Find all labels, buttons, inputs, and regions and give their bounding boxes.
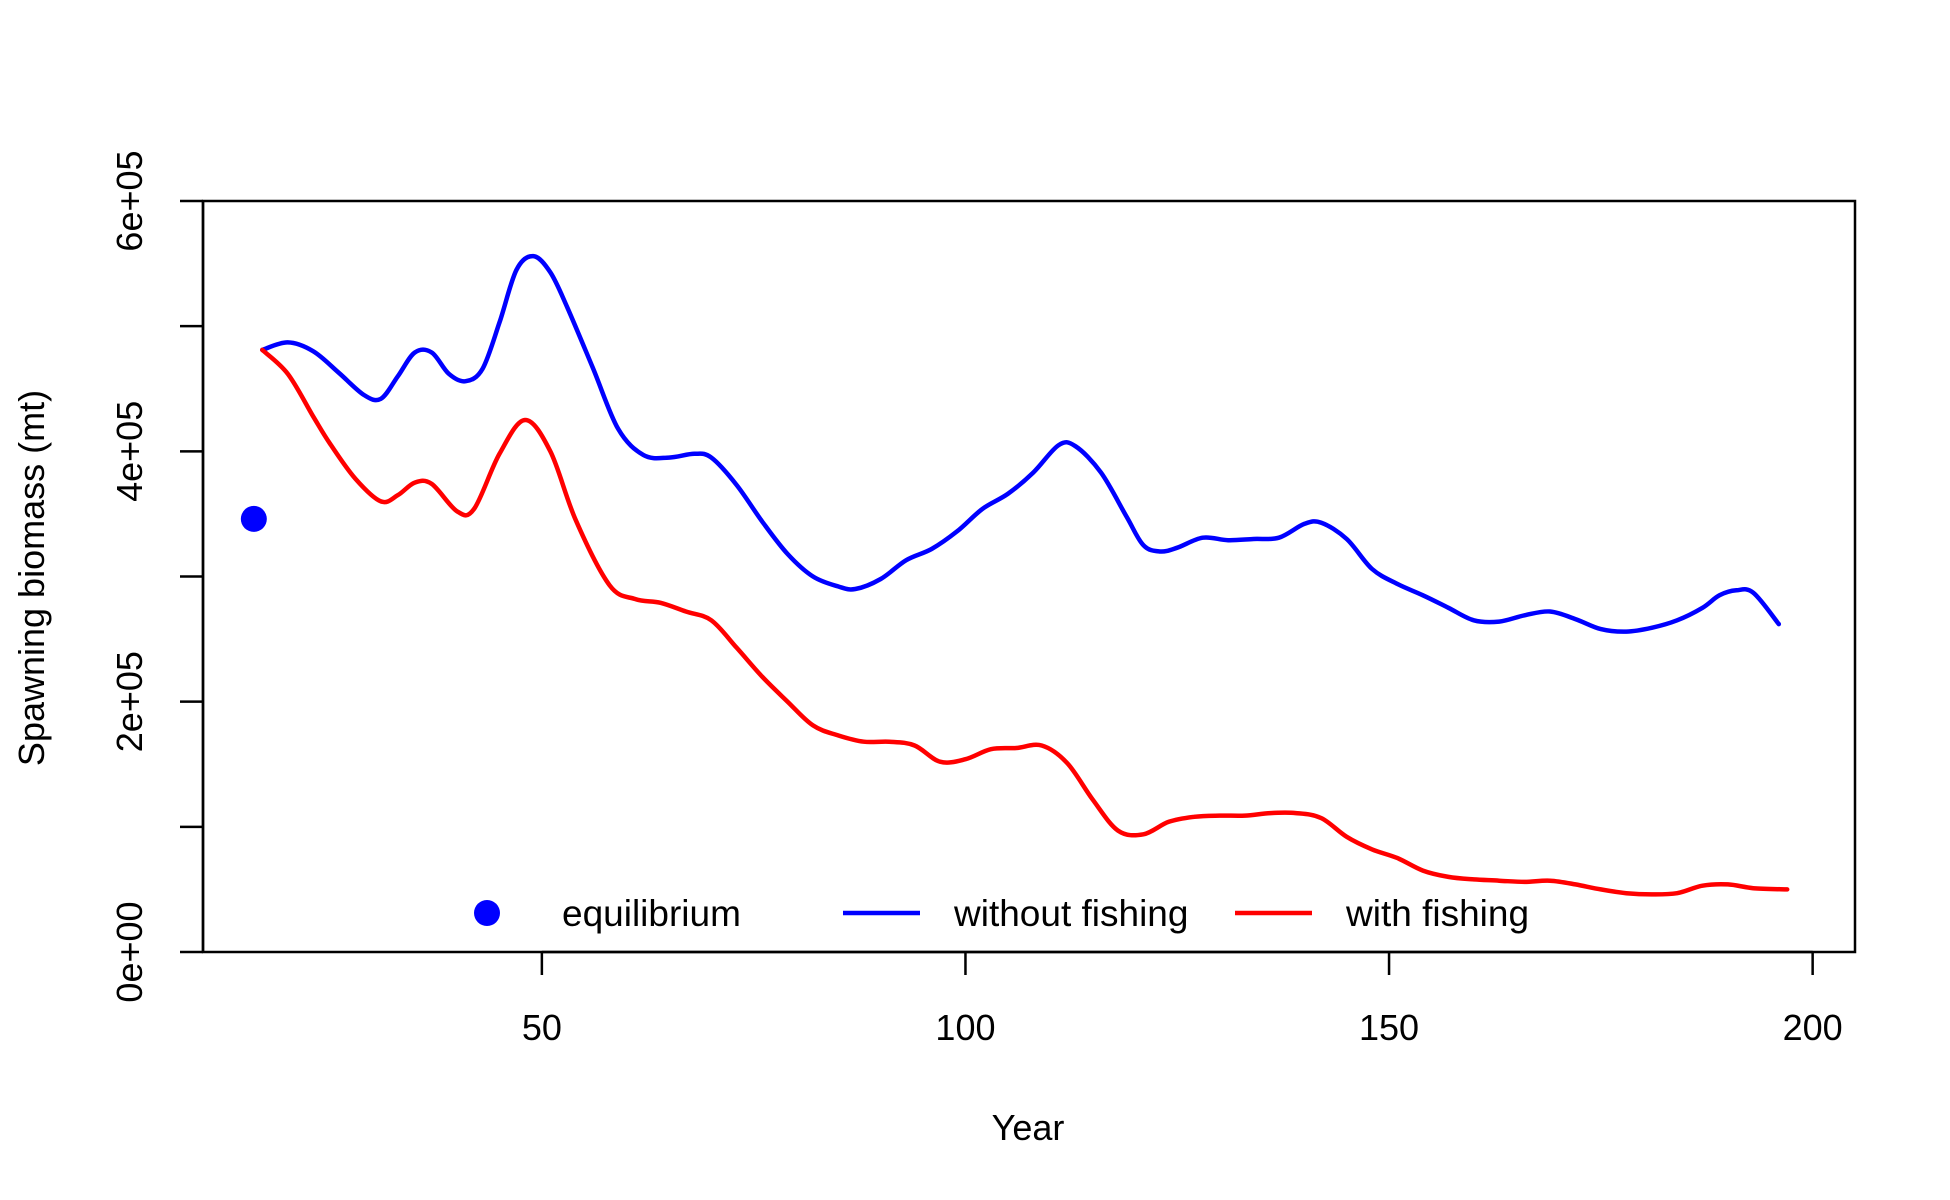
y-tick-label: 4e+05 xyxy=(109,401,150,502)
x-axis-label: Year xyxy=(992,1107,1065,1148)
series-line-without-fishing xyxy=(260,253,1782,634)
equilibrium-point xyxy=(240,505,267,532)
legend: equilibrium without fishing with fishing xyxy=(474,893,1529,934)
series-line-with-fishing xyxy=(260,347,1790,897)
x-tick-label: 100 xyxy=(935,1007,995,1048)
x-tick-label: 150 xyxy=(1359,1007,1419,1048)
legend-label-equilibrium: equilibrium xyxy=(562,893,741,934)
legend-label-without-fishing: without fishing xyxy=(953,893,1188,934)
y-tick-label: 0e+00 xyxy=(109,901,150,1002)
legend-label-with-fishing: with fishing xyxy=(1345,893,1529,934)
y-tick-label: 2e+05 xyxy=(109,651,150,752)
y-axis-label: Spawning biomass (mt) xyxy=(11,390,52,766)
points-layer xyxy=(240,505,267,532)
x-tick-label: 200 xyxy=(1783,1007,1843,1048)
plot-frame xyxy=(201,199,1857,954)
legend-symbol-equilibrium xyxy=(474,900,500,926)
series-layer xyxy=(260,253,1790,897)
x-tick-label: 50 xyxy=(522,1007,562,1048)
x-axis: 50 100 150 200 xyxy=(522,950,1843,1048)
y-axis: 0e+00 2e+05 4e+05 6e+05 xyxy=(109,150,205,1003)
y-tick-label: 6e+05 xyxy=(109,150,150,251)
